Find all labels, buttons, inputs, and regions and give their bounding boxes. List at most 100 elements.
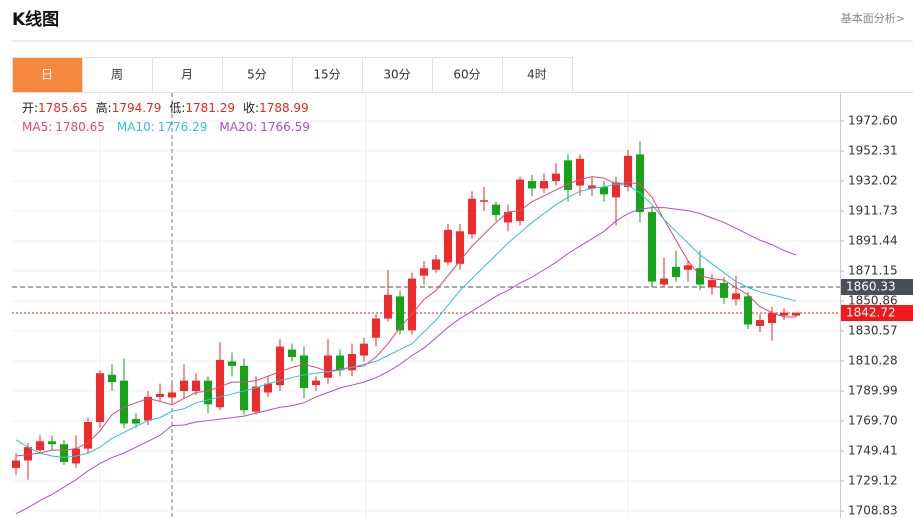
y-tick-label: 1830.57: [848, 324, 898, 338]
candle-body: [444, 229, 452, 263]
candle-body: [468, 198, 476, 235]
candle-body: [324, 355, 332, 378]
candle-body: [252, 386, 260, 412]
legend-value: 1780.65: [55, 120, 105, 134]
price-tag: [841, 279, 913, 296]
ohlc-value: 1794.79: [112, 101, 162, 115]
y-tick-label: 1729.12: [848, 474, 898, 488]
candle-body: [240, 365, 248, 411]
ohlc-info: 开:1785.65 高:1794.79 低:1781.29 收:1788.99: [22, 100, 309, 115]
candle-body: [216, 359, 224, 408]
y-tick-label: 1932.02: [848, 174, 898, 188]
tab-label[interactable]: 60分: [453, 68, 480, 82]
candle-body: [96, 373, 104, 423]
ohlc-value: 1788.99: [259, 101, 309, 115]
candle-body: [480, 200, 488, 202]
candle-body: [336, 355, 344, 371]
candle-body: [132, 419, 140, 424]
y-tick-label: 1972.60: [848, 114, 898, 128]
legend-label: MA10:: [117, 120, 155, 134]
candle-body: [420, 268, 428, 276]
candle-body: [192, 380, 200, 391]
legend-value: 1776.29: [158, 120, 208, 134]
candle-body: [396, 296, 404, 331]
candle-body: [540, 181, 548, 189]
ohlc-label: 高:: [96, 100, 112, 115]
y-tick-label: 1911.73: [848, 204, 898, 218]
candle-body: [576, 158, 584, 186]
candle-body: [504, 212, 512, 223]
ma-line: [15, 183, 797, 459]
candle-body: [24, 447, 32, 461]
y-tick-label: 1871.15: [848, 264, 898, 278]
y-tick-label: 1708.83: [848, 504, 898, 518]
candle-body: [36, 441, 44, 451]
ohlc-value: 1781.29: [185, 101, 235, 115]
tab-label[interactable]: 5分: [247, 68, 267, 82]
candle-body: [732, 293, 740, 300]
candle-body: [348, 354, 356, 371]
legend-label: MA20:: [219, 120, 257, 134]
candle-body: [648, 212, 656, 282]
candle-body: [48, 441, 56, 445]
y-tick-label: 1769.70: [848, 414, 898, 428]
candle-body: [228, 361, 236, 366]
ma-line: [15, 176, 796, 457]
candle-body: [528, 181, 536, 189]
tab[interactable]: [432, 57, 503, 93]
candle-body: [708, 280, 716, 288]
tab[interactable]: [222, 57, 293, 93]
candle-body: [672, 266, 680, 278]
candle-body: [612, 182, 620, 198]
candle-body: [312, 380, 320, 386]
candle-body: [384, 294, 392, 319]
tab-label[interactable]: 30分: [383, 68, 410, 82]
candle-body: [300, 355, 308, 389]
candle-body: [12, 460, 20, 468]
candle-body: [120, 380, 128, 424]
candle-body: [552, 173, 560, 182]
y-tick-label: 1810.28: [848, 354, 898, 368]
y-tick-label: 1789.99: [848, 384, 898, 398]
page-title: K线图: [12, 9, 59, 30]
tab-label[interactable]: 4时: [527, 68, 547, 82]
candle-body: [408, 278, 416, 331]
tab[interactable]: [292, 57, 363, 93]
tab-label[interactable]: 15分: [313, 68, 340, 82]
tab-label[interactable]: 月: [181, 68, 193, 82]
candle-body: [792, 312, 800, 316]
candle-body: [492, 204, 500, 216]
candle-body: [204, 380, 212, 405]
candle-body: [360, 343, 368, 356]
y-tick-label: 1891.44: [848, 234, 898, 248]
tab-label[interactable]: 日: [41, 68, 53, 82]
tab[interactable]: [12, 57, 83, 93]
candle-body: [744, 296, 752, 325]
candle-body: [696, 268, 704, 285]
tab-label[interactable]: 周: [111, 68, 123, 82]
price-tag: [841, 305, 913, 322]
candle-body: [756, 320, 764, 326]
y-tick-label: 1952.31: [848, 144, 898, 158]
candle-body: [264, 383, 272, 393]
y-tick-label: 1749.41: [848, 444, 898, 458]
candle-body: [684, 265, 692, 270]
tab[interactable]: [502, 57, 573, 93]
candle-body: [144, 396, 152, 421]
legend-value: 1766.59: [260, 120, 310, 134]
candle-body: [780, 312, 788, 316]
candle-body: [624, 155, 632, 187]
candle-body: [372, 318, 380, 338]
ohlc-label: 开:: [22, 101, 38, 115]
candle-body: [432, 259, 440, 270]
fundamental-link[interactable]: 基本面分析>: [841, 11, 905, 25]
candle-body: [60, 444, 68, 462]
candle-body: [276, 346, 284, 386]
candle-body: [288, 349, 296, 357]
tab[interactable]: [362, 57, 433, 93]
candle-body: [600, 186, 608, 195]
candle-body: [636, 154, 644, 213]
candle-body: [180, 380, 188, 391]
